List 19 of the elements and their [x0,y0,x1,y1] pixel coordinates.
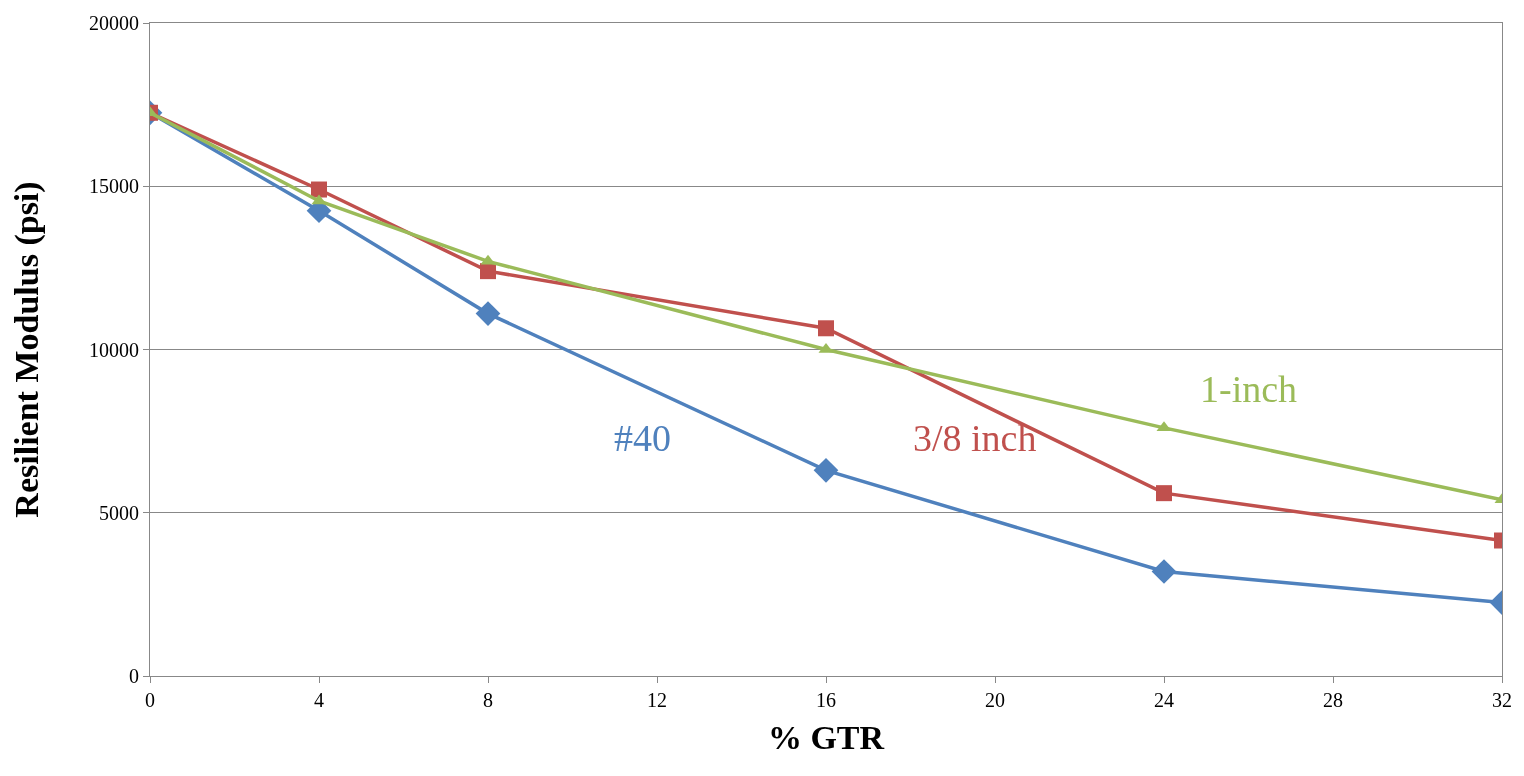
x-tick-label: 20 [985,689,1005,711]
x-tick-label: 8 [483,689,493,711]
x-tick-label: 4 [314,689,324,711]
x-tick-label: 28 [1323,689,1343,711]
x-tick-label: 32 [1492,689,1512,711]
series-label: 3/8 inch [913,417,1037,459]
y-axis-title: Resilient Modulus (psi) [7,181,46,518]
series-label: 1-inch [1200,368,1298,410]
x-tick-label: 16 [816,689,836,711]
y-tick-label: 20000 [89,12,139,34]
y-tick-label: 15000 [89,175,139,198]
y-tick-label: 0 [129,665,139,687]
x-tick-label: 12 [647,689,667,711]
series-label: #40 [614,417,671,459]
x-axis-title: % GTR [767,719,885,757]
y-tick-label: 10000 [89,338,139,361]
y-tick-label: 5000 [99,501,139,524]
x-tick-label: 24 [1154,689,1174,711]
x-tick-label: 0 [145,689,155,711]
